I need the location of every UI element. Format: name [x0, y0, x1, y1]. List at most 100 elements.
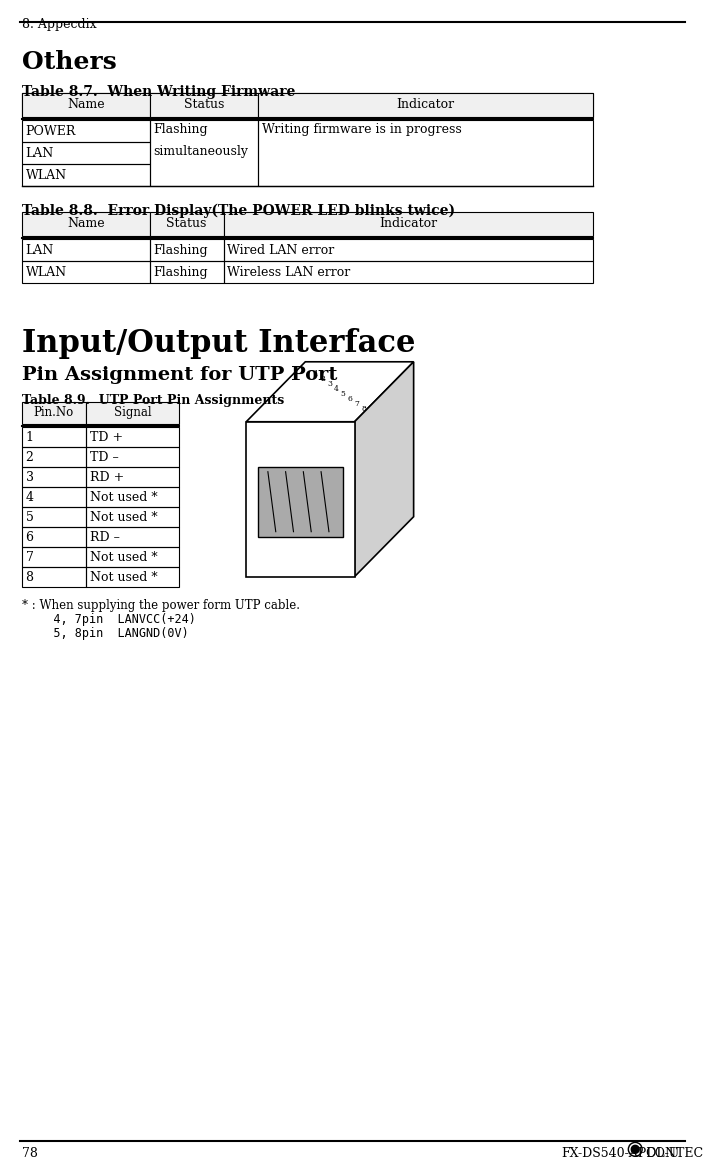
- Bar: [21, 93, 593, 116]
- Bar: [150, 212, 223, 236]
- Text: 8: 8: [362, 405, 367, 413]
- Text: 3: 3: [26, 470, 34, 484]
- Bar: [21, 142, 150, 164]
- Polygon shape: [258, 467, 343, 537]
- Text: Indicator: Indicator: [397, 98, 455, 111]
- Text: WLAN: WLAN: [26, 265, 67, 279]
- Polygon shape: [246, 362, 414, 421]
- Circle shape: [629, 1142, 642, 1156]
- Text: 1: 1: [26, 431, 34, 443]
- Text: Indicator: Indicator: [379, 217, 437, 229]
- Bar: [86, 526, 179, 547]
- Text: Writing firmware is in progress: Writing firmware is in progress: [262, 123, 462, 136]
- Bar: [86, 567, 179, 587]
- Text: 8. Appecdix: 8. Appecdix: [21, 17, 96, 31]
- Bar: [258, 120, 593, 186]
- Bar: [150, 239, 223, 261]
- Text: Table 8.9.  UTP Port Pin Assignments: Table 8.9. UTP Port Pin Assignments: [21, 393, 284, 406]
- Text: Not used *: Not used *: [90, 491, 158, 504]
- Text: Pin Assignment for UTP Port: Pin Assignment for UTP Port: [21, 365, 337, 384]
- Text: Not used *: Not used *: [90, 511, 158, 524]
- Circle shape: [632, 1145, 639, 1154]
- Text: LAN: LAN: [26, 243, 54, 257]
- Text: Flashing: Flashing: [154, 123, 208, 136]
- Text: Status: Status: [184, 98, 224, 111]
- Text: Table 8.7.  When Writing Firmware: Table 8.7. When Writing Firmware: [21, 85, 295, 99]
- Bar: [21, 164, 150, 186]
- Text: Wireless LAN error: Wireless LAN error: [228, 265, 351, 279]
- Text: simultaneously: simultaneously: [154, 144, 248, 158]
- Bar: [21, 427, 86, 447]
- Bar: [86, 547, 179, 567]
- Bar: [86, 402, 179, 424]
- Text: TD +: TD +: [90, 431, 122, 443]
- Bar: [21, 467, 86, 487]
- Bar: [86, 467, 179, 487]
- Text: * : When supplying the power form UTP cable.: * : When supplying the power form UTP ca…: [21, 598, 300, 611]
- Text: POWER: POWER: [26, 125, 76, 137]
- Text: 5, 8pin  LANGND(0V): 5, 8pin LANGND(0V): [32, 626, 188, 640]
- Text: 2: 2: [320, 375, 325, 383]
- Text: 7: 7: [26, 551, 34, 563]
- Bar: [258, 93, 593, 116]
- Text: 2: 2: [26, 450, 34, 463]
- Bar: [21, 261, 150, 283]
- Bar: [21, 402, 86, 424]
- Bar: [86, 427, 179, 447]
- Text: 7: 7: [354, 399, 359, 407]
- Bar: [223, 261, 593, 283]
- Text: Not used *: Not used *: [90, 551, 158, 563]
- Text: Name: Name: [67, 217, 105, 229]
- Text: Status: Status: [166, 217, 207, 229]
- Text: Signal: Signal: [114, 406, 151, 419]
- Text: 5: 5: [26, 511, 34, 524]
- Text: RD –: RD –: [90, 531, 120, 544]
- Text: 4, 7pin  LANVCC(+24): 4, 7pin LANVCC(+24): [32, 612, 195, 625]
- Bar: [21, 567, 86, 587]
- Bar: [21, 93, 150, 116]
- Text: Flashing: Flashing: [154, 243, 208, 257]
- Text: RD +: RD +: [90, 470, 124, 484]
- Text: TD –: TD –: [90, 450, 118, 463]
- Bar: [223, 212, 593, 236]
- Bar: [21, 526, 86, 547]
- Text: LAN: LAN: [26, 147, 54, 159]
- Polygon shape: [246, 421, 354, 576]
- Bar: [21, 212, 150, 236]
- Polygon shape: [354, 362, 414, 576]
- Text: Others: Others: [21, 50, 117, 74]
- Bar: [21, 547, 86, 567]
- Text: FX-DS540-APDL-U: FX-DS540-APDL-U: [561, 1148, 679, 1161]
- Bar: [150, 120, 258, 186]
- Bar: [150, 93, 258, 116]
- Text: Table 8.8.  Error Display(The POWER LED blinks twice): Table 8.8. Error Display(The POWER LED b…: [21, 204, 455, 219]
- Text: 8: 8: [26, 570, 34, 583]
- Text: 5: 5: [341, 390, 346, 398]
- Text: CONTEC: CONTEC: [645, 1148, 703, 1161]
- Text: Wired LAN error: Wired LAN error: [228, 243, 335, 257]
- Bar: [21, 447, 86, 467]
- Text: 4: 4: [334, 385, 339, 392]
- Bar: [223, 239, 593, 261]
- Text: Not used *: Not used *: [90, 570, 158, 583]
- Text: Name: Name: [67, 98, 105, 111]
- Text: 4: 4: [26, 491, 34, 504]
- Bar: [86, 447, 179, 467]
- Bar: [21, 506, 86, 526]
- Text: Pin.No: Pin.No: [34, 406, 74, 419]
- Bar: [21, 120, 150, 142]
- Text: WLAN: WLAN: [26, 169, 67, 182]
- Text: 78: 78: [21, 1148, 37, 1161]
- Text: 3: 3: [327, 379, 332, 388]
- Bar: [86, 487, 179, 506]
- Text: Input/Output Interface: Input/Output Interface: [21, 328, 415, 359]
- Text: Flashing: Flashing: [154, 265, 208, 279]
- Bar: [21, 239, 150, 261]
- Text: 1: 1: [313, 370, 318, 378]
- Bar: [86, 506, 179, 526]
- Circle shape: [630, 1144, 641, 1155]
- Bar: [150, 261, 223, 283]
- Bar: [21, 487, 86, 506]
- Text: 6: 6: [348, 395, 352, 403]
- Text: 6: 6: [26, 531, 34, 544]
